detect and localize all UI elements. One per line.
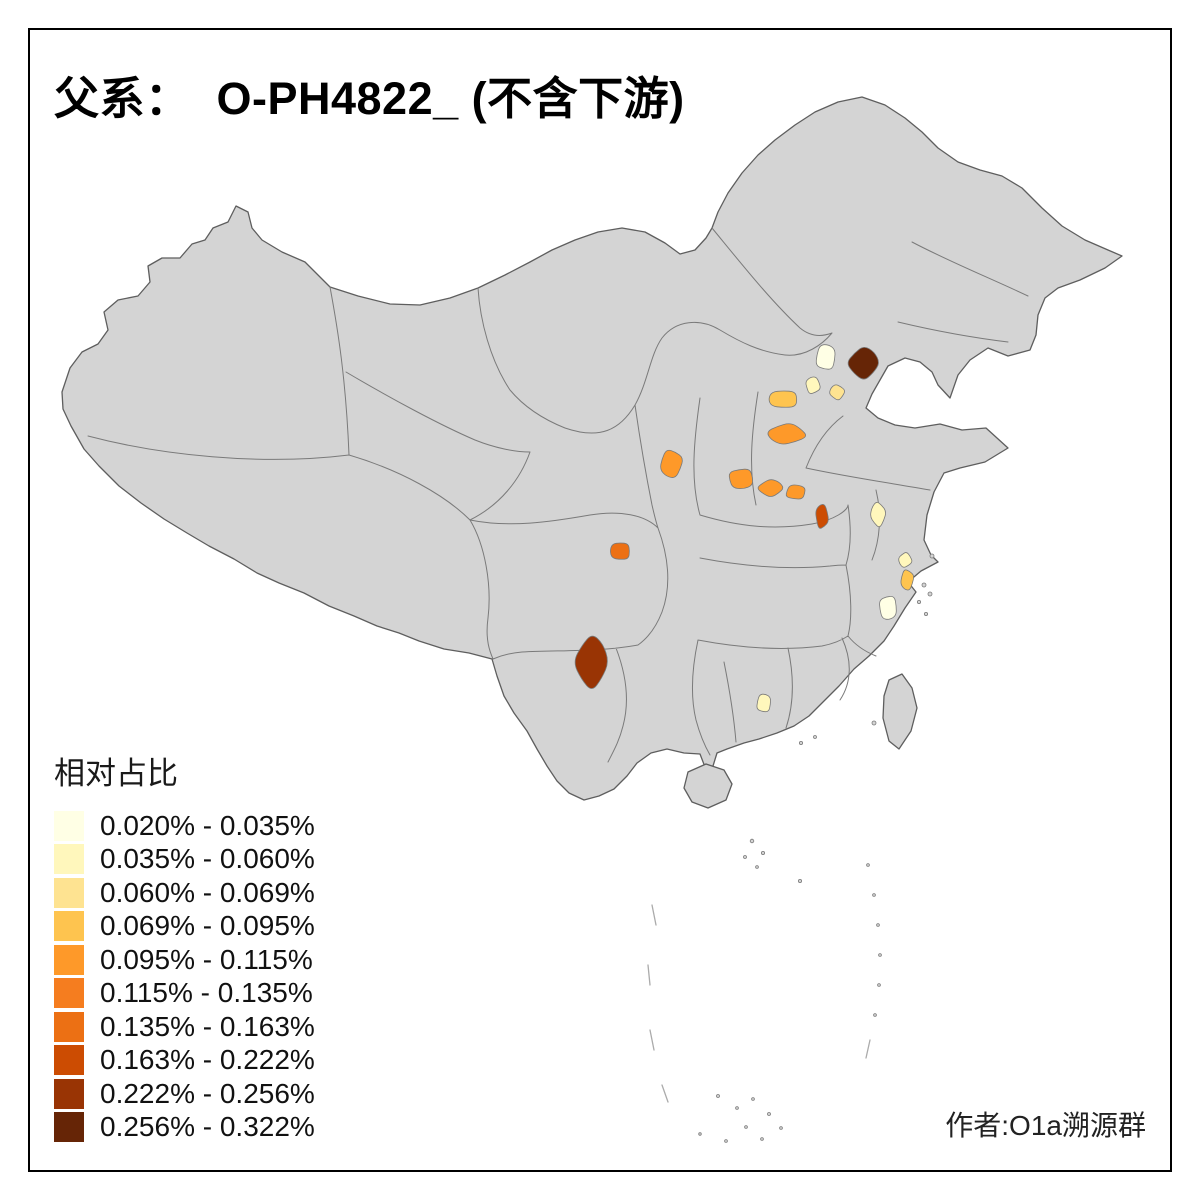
- legend-swatch: [54, 911, 84, 942]
- legend-label: 0.163% - 0.222%: [100, 1044, 315, 1076]
- legend-label: 0.115% - 0.135%: [100, 977, 313, 1009]
- south-china-sea-islands: [647, 838, 882, 1143]
- legend-swatch: [54, 978, 84, 1009]
- highlighted-region: [805, 376, 821, 394]
- attribution: 作者:O1a溯源群: [945, 1110, 1146, 1141]
- legend-swatch: [54, 1112, 84, 1143]
- legend-swatch: [54, 1045, 84, 1076]
- hainan-island: [683, 763, 733, 809]
- highlighted-region: [815, 504, 829, 529]
- highlighted-region: [756, 693, 771, 713]
- highlighted-regions-layer: [574, 344, 914, 713]
- highlighted-region: [574, 635, 608, 689]
- highlighted-region: [757, 479, 784, 497]
- legend: 相对占比 0.020% - 0.035% 0.035% - 0.060% 0.060…: [54, 748, 315, 1144]
- highlighted-region: [879, 595, 897, 620]
- legend-item: 0.095% - 0.115%: [54, 943, 315, 977]
- legend-item: 0.060% - 0.069%: [54, 876, 315, 910]
- legend-swatch: [54, 1011, 84, 1042]
- mainland-china: [61, 96, 1123, 801]
- legend-label: 0.256% - 0.322%: [100, 1111, 315, 1143]
- legend-swatch: [54, 944, 84, 975]
- legend-label: 0.095% - 0.115%: [100, 943, 313, 975]
- legend-item: 0.115% - 0.135%: [54, 977, 315, 1011]
- highlighted-region: [768, 390, 798, 408]
- taiwan-island: [882, 673, 918, 750]
- legend-item: 0.256% - 0.322%: [54, 1111, 315, 1145]
- legend-rows: 0.020% - 0.035% 0.035% - 0.060% 0.060% - 0…: [54, 809, 315, 1144]
- legend-item: 0.035% - 0.060%: [54, 843, 315, 877]
- legend-item: 0.069% - 0.095%: [54, 910, 315, 944]
- dash-line-segments: [647, 904, 871, 1103]
- legend-item: 0.163% - 0.222%: [54, 1044, 315, 1078]
- legend-swatch: [54, 810, 84, 841]
- legend-item: 0.020% - 0.035%: [54, 809, 315, 843]
- highlighted-region: [785, 484, 806, 500]
- coastal-islands: [799, 553, 935, 746]
- legend-label: 0.035% - 0.060%: [100, 843, 315, 875]
- legend-label: 0.020% - 0.035%: [100, 809, 315, 841]
- highlighted-region: [767, 423, 806, 445]
- legend-label: 0.222% - 0.256%: [100, 1077, 315, 1109]
- legend-title: 相对占比: [54, 756, 178, 791]
- province-borders: [87, 227, 1029, 763]
- legend-item: 0.222% - 0.256%: [54, 1077, 315, 1111]
- highlighted-region: [660, 449, 683, 478]
- legend-swatch: [54, 877, 84, 908]
- legend-swatch: [54, 844, 84, 875]
- legend-label: 0.135% - 0.163%: [100, 1010, 315, 1042]
- figure-title: 父系： O-PH4822_ (不含下游): [54, 73, 685, 124]
- highlighted-region: [847, 346, 879, 380]
- highlighted-region: [610, 542, 630, 560]
- highlighted-region: [898, 552, 913, 568]
- highlighted-region: [728, 468, 754, 490]
- legend-swatch: [54, 1078, 84, 1109]
- highlighted-region: [870, 502, 886, 528]
- legend-label: 0.060% - 0.069%: [100, 876, 315, 908]
- highlighted-region: [900, 569, 914, 591]
- legend-item: 0.135% - 0.163%: [54, 1010, 315, 1044]
- highlighted-region: [829, 384, 845, 401]
- legend-label: 0.069% - 0.095%: [100, 910, 315, 942]
- highlighted-region: [815, 344, 836, 370]
